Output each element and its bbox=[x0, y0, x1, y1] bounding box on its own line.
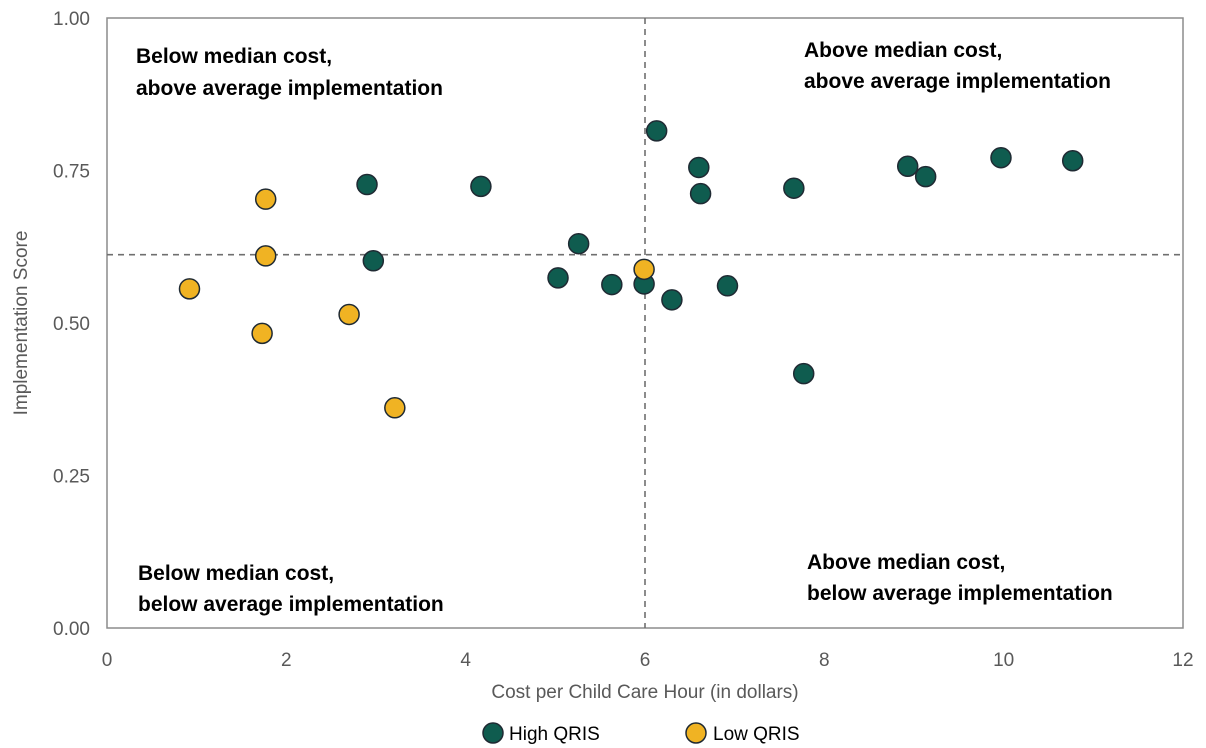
data-point-high-qris bbox=[470, 175, 492, 198]
quadrant-label-top-left-line2: above average implementation bbox=[136, 77, 443, 100]
data-point-high-qris bbox=[688, 156, 710, 179]
data-point-high-qris bbox=[689, 182, 712, 205]
reference-lines bbox=[107, 18, 1183, 628]
data-point-low-qris bbox=[254, 188, 277, 210]
y-tick-label: 0.00 bbox=[53, 619, 90, 640]
data-point-low-qris bbox=[254, 245, 277, 267]
quadrant-label-top-right-line1: Above median cost, bbox=[804, 39, 1002, 62]
data-point-high-qris bbox=[990, 146, 1012, 169]
data-point-high-qris bbox=[601, 273, 623, 296]
data-point-high-qris bbox=[896, 155, 919, 177]
x-tick-label: 10 bbox=[993, 650, 1014, 671]
data-point-high-qris bbox=[661, 289, 683, 311]
data-point-low-qris bbox=[251, 322, 273, 345]
data-point-high-qris bbox=[716, 275, 739, 297]
data-point-low-qris bbox=[384, 397, 406, 419]
y-tick-label: 0.50 bbox=[53, 314, 90, 335]
quadrant-label-bottom-right-line1: Above median cost, bbox=[807, 551, 1005, 574]
data-point-low-qris bbox=[178, 278, 201, 300]
x-tick-label: 0 bbox=[102, 650, 113, 671]
data-point-low-qris bbox=[633, 258, 655, 281]
x-tick-label: 8 bbox=[819, 650, 830, 671]
legend: High QRIS Low QRIS bbox=[482, 722, 800, 745]
legend-label-low-qris: Low QRIS bbox=[713, 724, 800, 745]
x-tick-label: 6 bbox=[640, 650, 651, 671]
data-point-high-qris bbox=[362, 250, 385, 272]
quadrant-label-bottom-left-line2: below average implementation bbox=[138, 593, 444, 616]
y-axis-ticks: 0.00 0.25 0.50 0.75 1.00 bbox=[53, 9, 90, 640]
data-points bbox=[178, 120, 1084, 419]
x-tick-label: 4 bbox=[460, 650, 471, 671]
data-point-high-qris bbox=[792, 362, 815, 385]
y-axis-title: Implementation Score bbox=[11, 231, 32, 416]
y-tick-label: 0.75 bbox=[53, 162, 90, 183]
legend-label-high-qris: High QRIS bbox=[509, 724, 600, 745]
legend-marker-high-qris bbox=[482, 722, 504, 744]
y-tick-label: 1.00 bbox=[53, 9, 90, 30]
quadrant-label-top-left-line1: Below median cost, bbox=[136, 45, 332, 68]
data-point-low-qris bbox=[338, 303, 360, 326]
legend-marker-low-qris bbox=[685, 722, 707, 744]
x-axis-title: Cost per Child Care Hour (in dollars) bbox=[491, 682, 798, 703]
quadrant-label-top-right-line2: above average implementation bbox=[804, 70, 1111, 93]
x-tick-label: 2 bbox=[281, 650, 292, 671]
quadrant-label-bottom-left-line1: Below median cost, bbox=[138, 562, 334, 585]
quadrant-label-bottom-right-line2: below average implementation bbox=[807, 582, 1113, 605]
data-point-high-qris bbox=[645, 120, 668, 142]
y-tick-label: 0.25 bbox=[53, 467, 90, 488]
data-point-high-qris bbox=[567, 232, 590, 255]
x-axis-ticks: 0 2 4 6 8 10 12 bbox=[102, 650, 1194, 671]
data-point-high-qris bbox=[914, 165, 937, 188]
x-tick-label: 12 bbox=[1172, 650, 1193, 671]
data-point-high-qris bbox=[783, 177, 805, 199]
data-point-high-qris bbox=[1061, 149, 1084, 172]
data-point-high-qris bbox=[356, 173, 378, 196]
data-point-high-qris bbox=[547, 267, 569, 289]
